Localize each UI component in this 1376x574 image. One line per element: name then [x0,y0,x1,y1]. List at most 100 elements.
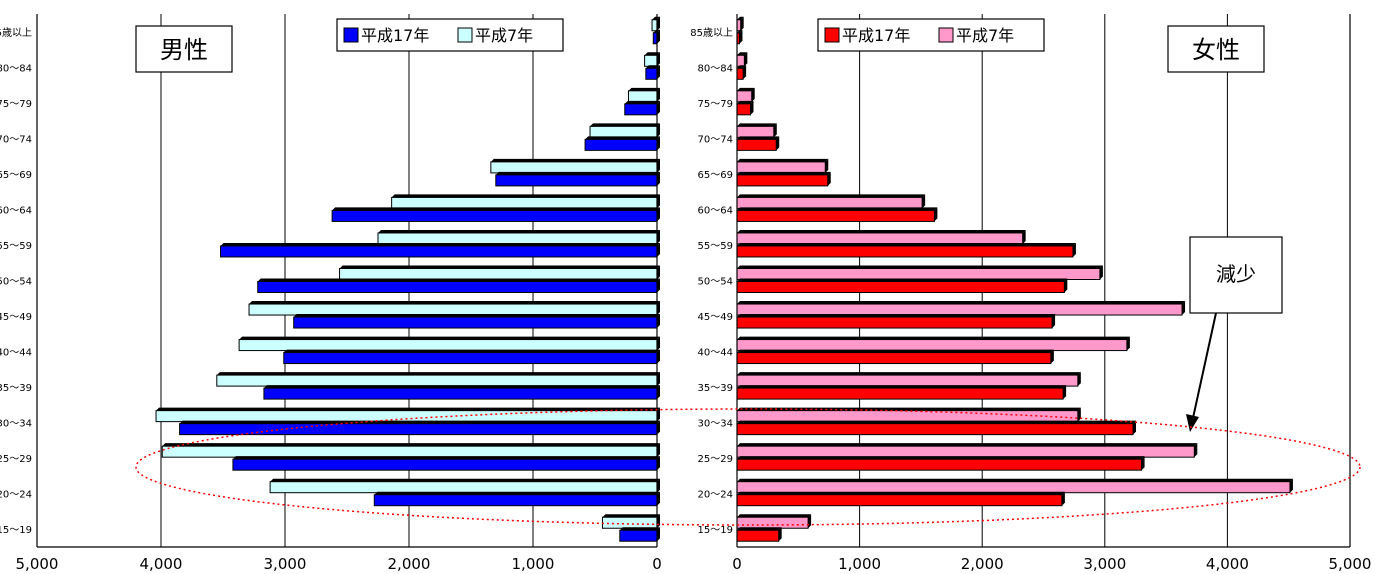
bar-female-h7-top [737,52,748,56]
bar-female-h17-side [827,171,831,186]
bar-female-h7 [736,123,777,138]
bar-male-h7-top [602,514,660,518]
bar-female-h17 [736,242,1076,258]
bar-female-h7-top [737,123,777,127]
bar-male-h17-face [645,67,658,80]
bar-male-h17 [495,171,660,187]
bar-male-h7 [238,336,660,352]
bar-female-h17-top [737,29,743,33]
bar-male-h7-face [216,374,658,387]
bar-female-h17-side [934,207,938,222]
legend-label: 平成17年 [842,26,910,45]
bar-male-h7-top [378,229,660,233]
bar-female-h7-side [1099,265,1103,280]
bar-male-h7 [490,158,660,174]
female-bars [736,16,1293,542]
bar-female-h17-face [736,281,1065,293]
bar-female-h17-side [739,29,743,44]
x-tick-label: 5,000 [1329,555,1372,573]
bar-female-h7-side [1077,372,1081,387]
bar-female-h7 [736,194,926,209]
bar-male-h7-top [249,301,661,305]
bar-male-h17-side [657,456,660,471]
bar-female-h7-side [1022,229,1026,244]
bar-female-h7-top [737,229,1026,233]
bar-female-h17-top [737,242,1076,246]
category-label-male: 55～59 [0,241,32,252]
bar-male-h17-side [657,527,660,542]
bar-male-h7-side [657,443,660,458]
bar-female-h17-side [1141,456,1145,471]
bar-female-h7-face [736,54,745,67]
bar-male-h7-side [657,52,660,67]
bar-male-h17-face [283,352,658,365]
bar-female-h7 [736,265,1103,280]
bar-female-h17 [736,136,780,151]
callout-arrow-line [1192,312,1217,419]
bar-female-h7-top [737,87,755,91]
bar-male-h7-side [657,229,660,244]
category-label-female: 60～64 [698,205,733,216]
bar-male-h7 [391,194,660,209]
category-label-female: 50～54 [698,277,733,288]
category-label-male: 85歳以上 [0,27,32,39]
bar-female-h17-side [750,100,754,115]
bar-male-h17 [283,349,660,365]
bar-female-h7-side [740,16,744,31]
bar-female-h7-top [737,514,812,518]
x-tick-label: 5,000 [16,555,59,573]
bar-male-h17-face [293,316,658,329]
bar-female-h17 [736,278,1068,293]
bar-male-h17-face [232,458,658,471]
category-label-male: 20～24 [0,490,32,501]
category-labels: 15～19 15～19 20～24 20～24 25～29 25～29 30～34 30～34… [0,27,733,536]
bar-male-h7-face [601,516,658,529]
bar-male-h17 [584,136,660,151]
bar-female-h17-side [778,527,782,542]
category-label-male: 70～74 [0,134,32,145]
bar-male-h7-top [644,52,660,56]
bar-male-h17-top [374,491,660,495]
bar-male-h7-top [590,123,660,127]
bar-female-h7-top [737,194,926,198]
bar-female-h17-face [736,458,1143,471]
bar-female-h17 [736,491,1065,507]
bar-male-h17-face [624,103,658,116]
bar-female-h17-face [736,423,1134,436]
bar-female-h7 [736,514,812,529]
bar-male-h7-side [657,16,660,31]
category-label-female: 80～84 [698,63,733,74]
bar-male-h17 [619,527,660,542]
category-label-female: 40～44 [698,348,733,359]
bar-female-h7 [736,52,748,67]
bar-male-h7-side [657,87,660,102]
bar-male-h17-top [624,100,660,104]
bar-female-h17-top [737,207,938,211]
category-label-female: 25～29 [698,454,733,465]
bar-male-h17-top [495,171,660,175]
bar-male-h7-side [657,301,660,316]
x-tick-label: 4,000 [1206,555,1249,573]
legend-label: 平成7年 [956,26,1014,45]
bar-female-h7-face [736,268,1101,280]
bar-male-h17-side [657,100,660,115]
x-tick-label: 4,000 [140,555,183,573]
bar-female-h7-face [736,161,826,174]
x-tick-label: 2,000 [961,555,1004,573]
male-label-frame [135,25,233,73]
male-bars [155,16,661,542]
bar-male-h7-top [270,478,660,482]
bar-male-h7 [627,87,660,103]
bar-male-h17-side [657,207,660,222]
bar-female-h17 [736,171,831,187]
bar-female-h17-side [1050,349,1054,364]
decrease-callout: 減少 [1186,236,1283,432]
bar-female-h17 [736,207,938,222]
bar-male-h17-side [657,349,660,364]
bar-female-h7-top [737,478,1293,482]
bar-female-h7-face [736,196,923,209]
male-panel-label: 男性 [160,36,208,64]
bar-male-h7-top [652,16,660,20]
bar-female-h17-top [737,65,747,69]
